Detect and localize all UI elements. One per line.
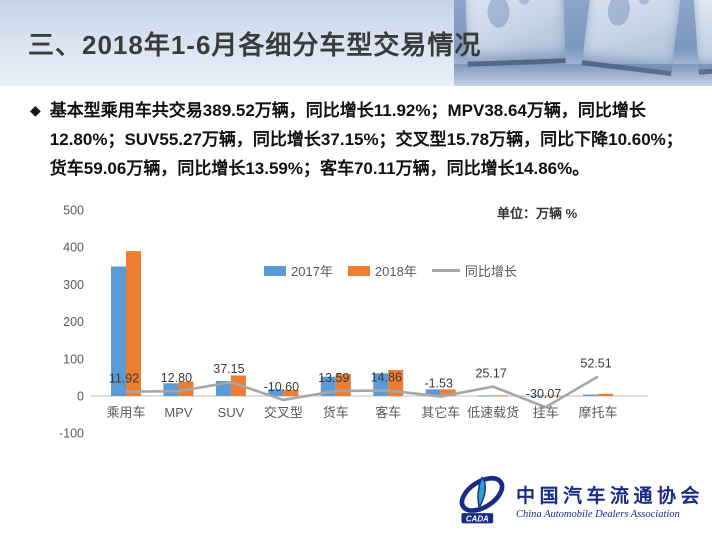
growth-line (125, 375, 599, 409)
cada-logo: CADA 中国汽车流通协会 China Automobile Dealers A… (454, 472, 704, 528)
legend-line-swatch (431, 269, 460, 272)
decor-worldmap-texture (591, 0, 675, 63)
x-axis-label-客车: 客车 (375, 405, 401, 420)
bar-2017年-摩托车 (583, 394, 599, 396)
bar-2018年-摩托车 (598, 393, 614, 396)
x-axis-label-其它车: 其它车 (421, 405, 460, 420)
data-label-低速载货: 25.17 (476, 367, 507, 381)
bar-2017年-交叉型 (268, 389, 284, 396)
cada-acronym: CADA (466, 514, 489, 523)
data-label-其它车: -1.53 (424, 377, 453, 391)
y-axis-tick: 500 (63, 204, 84, 218)
bar-2017年-低速载货 (478, 395, 494, 397)
bar-2017年-其它车 (425, 389, 441, 396)
chart-canvas: 500 400 300 200 100 0 -100 11.92 12.80 37.15 -10.6… (59, 204, 648, 441)
x-axis-label-货车: 货车 (323, 405, 349, 420)
x-axis-label-交叉型: 交叉型 (264, 405, 303, 420)
chart-legend: 2017年 2018年 同比增长 (264, 261, 517, 280)
x-axis-label-摩托车: 摩托车 (579, 405, 618, 420)
logo-chinese-name: 中国汽车流通协会 (515, 485, 704, 507)
decor-worldmap-texture (472, 0, 558, 54)
y-axis-tick: 200 (63, 315, 84, 329)
bar-2018年-挂车 (545, 395, 561, 397)
legend-label: 同比增长 (464, 264, 517, 279)
bar-2018年-客车 (388, 369, 404, 396)
y-axis-tick: 400 (63, 241, 84, 255)
y-axis-tick: -100 (59, 427, 84, 441)
data-label-交叉型: -10.60 (264, 380, 299, 394)
bar-2017年-挂车 (530, 395, 546, 397)
decor-cube (693, 0, 712, 70)
bar-2017年-MPV (163, 383, 179, 396)
legend-label: 2018年 (374, 264, 417, 279)
data-label-货车: 13.59 (318, 371, 349, 385)
legend-item-2017: 2017年 (264, 261, 333, 280)
bar-2018年-乘用车 (126, 251, 141, 396)
x-axis-label-乘用车: 乘用车 (106, 405, 145, 420)
summary-text: 基本型乘用车共交易389.52万辆，同比增长11.92%；MPV38.64万辆，… (49, 101, 683, 179)
bar-2018年-交叉型 (283, 390, 299, 396)
data-label-MPV: 12.80 (161, 371, 192, 385)
x-axis-label-SUV: SUV (218, 405, 245, 420)
data-label-乘用车: 11.92 (109, 372, 139, 386)
data-label-客车: 14.86 (371, 370, 402, 384)
decor-cubes-image (454, 0, 712, 86)
legend-item-growth: 同比增长 (431, 261, 517, 280)
x-axis-label-挂车: 挂车 (533, 405, 559, 420)
legend-item-2018: 2018年 (347, 261, 417, 280)
page-title: 三、2018年1-6月各细分车型交易情况 (28, 29, 482, 60)
data-label-摩托车: 52.51 (580, 356, 611, 370)
legend-swatch-2017 (264, 265, 286, 276)
decor-cube (582, 0, 684, 72)
cada-emblem-icon: CADA (459, 475, 505, 523)
x-axis-label-低速载货: 低速载货 (467, 405, 519, 420)
logo-texts: 中国汽车流通协会 China Automobile Dealers Associ… (516, 481, 704, 520)
combo-chart: 500 400 300 200 100 0 -100 11.92 12.80 37.15 -10.6… (0, 195, 712, 450)
data-label-SUV: 37.15 (213, 362, 244, 376)
data-label-挂车: -30.07 (526, 387, 561, 401)
y-axis-tick: 100 (63, 352, 84, 366)
bar-2018年-其它车 (440, 389, 456, 396)
y-axis-tick: 0 (77, 390, 84, 404)
legend-label: 2017年 (291, 264, 333, 279)
legend-swatch-2018 (347, 265, 370, 276)
bar-2017年-乘用车 (111, 266, 126, 396)
decor-floor-shading (454, 64, 712, 86)
bar-2018年-低速载货 (493, 395, 509, 397)
summary-paragraph: ◆ 基本型乘用车共交易389.52万辆，同比增长11.92%；MPV38.64万… (30, 96, 688, 184)
logo-english-name: China Automobile Dealers Association (515, 508, 680, 520)
y-axis-tick: 300 (63, 278, 84, 292)
diamond-bullet-icon: ◆ (30, 102, 41, 118)
chart-unit-label: 单位：万辆 % (497, 206, 578, 221)
x-axis-label-MPV: MPV (164, 405, 193, 420)
header-band: 三、2018年1-6月各细分车型交易情况 (0, 0, 712, 86)
